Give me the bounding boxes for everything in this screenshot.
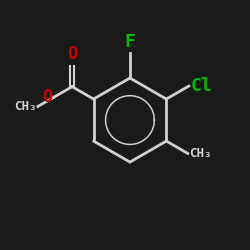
Text: F: F bbox=[124, 33, 136, 51]
Text: O: O bbox=[67, 45, 77, 63]
Text: CH₃: CH₃ bbox=[190, 147, 212, 160]
Text: Cl: Cl bbox=[190, 77, 212, 95]
Text: CH₃: CH₃ bbox=[14, 100, 37, 113]
Text: O: O bbox=[43, 88, 53, 106]
